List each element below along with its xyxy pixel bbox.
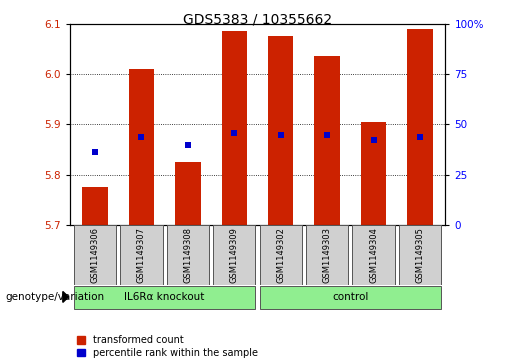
Bar — [74, 286, 255, 309]
Text: GSM1149303: GSM1149303 — [322, 228, 332, 284]
Bar — [74, 225, 116, 285]
Bar — [306, 225, 348, 285]
Text: GSM1149307: GSM1149307 — [137, 228, 146, 284]
Bar — [221, 31, 247, 225]
Bar — [361, 122, 386, 225]
Text: IL6Rα knockout: IL6Rα knockout — [125, 292, 205, 302]
Text: GSM1149306: GSM1149306 — [91, 228, 99, 284]
Polygon shape — [63, 291, 68, 302]
Bar — [268, 36, 294, 225]
Text: GSM1149308: GSM1149308 — [183, 228, 193, 284]
Bar — [260, 286, 441, 309]
Bar — [407, 29, 433, 225]
Bar — [129, 69, 154, 225]
Text: control: control — [332, 292, 369, 302]
Bar — [82, 187, 108, 225]
Bar — [175, 162, 201, 225]
Text: GDS5383 / 10355662: GDS5383 / 10355662 — [183, 13, 332, 27]
Bar — [399, 225, 441, 285]
Text: GSM1149305: GSM1149305 — [416, 228, 424, 284]
Text: genotype/variation: genotype/variation — [5, 292, 104, 302]
Legend: transformed count, percentile rank within the sample: transformed count, percentile rank withi… — [77, 335, 258, 358]
Bar — [167, 225, 209, 285]
Bar — [314, 56, 340, 225]
Text: GSM1149304: GSM1149304 — [369, 228, 378, 284]
Text: GSM1149309: GSM1149309 — [230, 228, 239, 284]
Bar — [121, 225, 163, 285]
Bar — [260, 225, 302, 285]
Text: GSM1149302: GSM1149302 — [276, 228, 285, 284]
Bar — [352, 225, 394, 285]
Bar — [213, 225, 255, 285]
